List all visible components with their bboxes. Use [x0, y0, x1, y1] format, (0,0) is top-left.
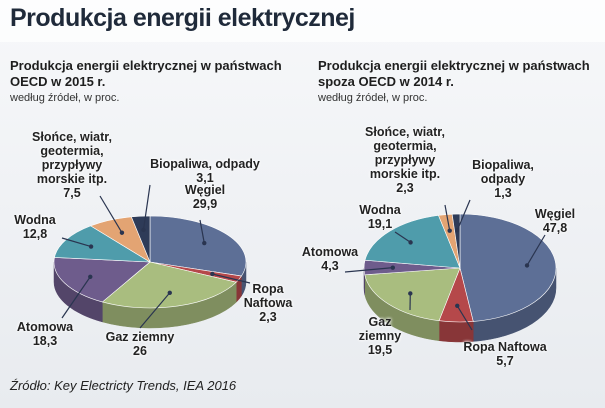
- category-label: Słońce, wiatr, geotermia, przypływy mors…: [32, 130, 112, 186]
- leader-dot: [210, 271, 215, 277]
- leader-line: [212, 273, 251, 284]
- value-label: 5,7: [496, 354, 514, 368]
- category-label: Wodna: [14, 213, 56, 227]
- chart-subtitle: według źródeł, w proc.: [318, 92, 428, 104]
- value-label: 7,5: [63, 186, 81, 200]
- leader-dot: [88, 244, 94, 249]
- leader-dot: [119, 230, 125, 235]
- slice-label: Słońce, wiatr, geotermia, przypływy mors…: [32, 130, 112, 200]
- leader-dot: [88, 274, 93, 279]
- category-label: Ropa Naftowa: [463, 340, 547, 354]
- pie-slice: [149, 215, 247, 277]
- value-label: 19,5: [367, 343, 393, 357]
- leader-dot: [447, 228, 452, 233]
- leader-dot: [455, 303, 460, 308]
- value-label: 29,9: [192, 197, 218, 211]
- leader-line: [61, 276, 91, 319]
- category-label: Ropa Naftowa: [243, 282, 293, 310]
- value-label: 1,3: [494, 186, 512, 200]
- chart-title: Produkcja energii elektrycznej w państwa…: [318, 58, 590, 89]
- slice-label: Węgiel 29,9: [185, 183, 225, 211]
- pie-slice: [53, 257, 151, 303]
- leader-line: [61, 237, 92, 248]
- category-label: Wodna: [359, 203, 401, 217]
- slice-label: Wodna 19,1: [359, 203, 400, 231]
- value-label: 2,3: [259, 310, 277, 324]
- category-label: Słońce, wiatr, geotermia, przypływy mors…: [365, 125, 445, 181]
- pie-slice: [364, 267, 461, 322]
- value-label: 2,3: [396, 181, 414, 195]
- value-label: 26: [133, 344, 147, 358]
- slice-label: Ropa Naftowa 2,3: [244, 282, 293, 324]
- main-title: Produkcja energii elektrycznej: [10, 4, 355, 32]
- slice-label: Gaz ziemny 26: [106, 330, 175, 358]
- leader-dot: [408, 240, 413, 245]
- pie-slice: [459, 213, 557, 322]
- value-label: 3,1: [196, 171, 214, 185]
- leader-line: [139, 292, 171, 329]
- slice-label: Atomowa 18,3: [17, 320, 73, 348]
- category-label: Gaz ziemny: [105, 330, 175, 344]
- leader-dot: [524, 263, 530, 268]
- category-label: Atomowa: [301, 245, 359, 259]
- leader-dot: [455, 228, 460, 233]
- leader-dot: [141, 227, 146, 233]
- leader-dot: [408, 291, 413, 296]
- leader-line: [99, 195, 123, 234]
- category-label: Atomowa: [16, 320, 74, 334]
- value-label: 18,3: [32, 334, 58, 348]
- leader-line: [444, 204, 451, 231]
- slice-label: Biopaliwa, odpady 3,1: [150, 157, 260, 185]
- source-note: Źródło: Key Electricty Trends, IEA 2016: [10, 378, 237, 393]
- value-label: 12,8: [22, 227, 48, 241]
- slice-label: Wodna 12,8: [14, 213, 55, 241]
- pie-slice: [54, 225, 151, 263]
- pie-slice: [130, 215, 151, 263]
- chart-title: Produkcja energii elektrycznej w państwa…: [10, 58, 282, 89]
- slice-label: Gaz ziemny 19,5: [359, 315, 401, 357]
- category-label: Węgiel: [534, 207, 576, 221]
- category-label: Biopaliwa, odpady: [472, 158, 534, 186]
- leader-line: [142, 184, 151, 231]
- slice-label: Ropa Naftowa 5,7: [463, 340, 546, 368]
- slice-label: Węgiel 47,8: [535, 207, 575, 235]
- category-label: Węgiel: [184, 183, 226, 197]
- leader-line: [456, 199, 471, 231]
- chart-subtitle: według źródeł, w proc.: [10, 92, 120, 104]
- value-label: 47,8: [542, 221, 568, 235]
- category-label: Gaz ziemny: [358, 315, 402, 343]
- leader-line: [456, 305, 473, 331]
- title-band: [0, 0, 605, 42]
- leader-dot: [167, 290, 172, 295]
- leader-line: [394, 231, 411, 243]
- value-label: 19,1: [367, 217, 393, 231]
- slice-label: Biopaliwa, odpady 1,3: [472, 158, 534, 200]
- slice-label: Atomowa 4,3: [302, 245, 358, 273]
- leader-line: [344, 267, 393, 273]
- leader-line: [526, 234, 546, 266]
- value-label: 4,3: [321, 259, 339, 273]
- slice-label: Słońce, wiatr, geotermia, przypływy mors…: [365, 125, 445, 195]
- leader-dot: [202, 240, 207, 246]
- leader-dot: [390, 265, 396, 270]
- category-label: Biopaliwa, odpady: [150, 157, 260, 171]
- pie-slice: [101, 261, 237, 309]
- leader-line: [199, 219, 205, 244]
